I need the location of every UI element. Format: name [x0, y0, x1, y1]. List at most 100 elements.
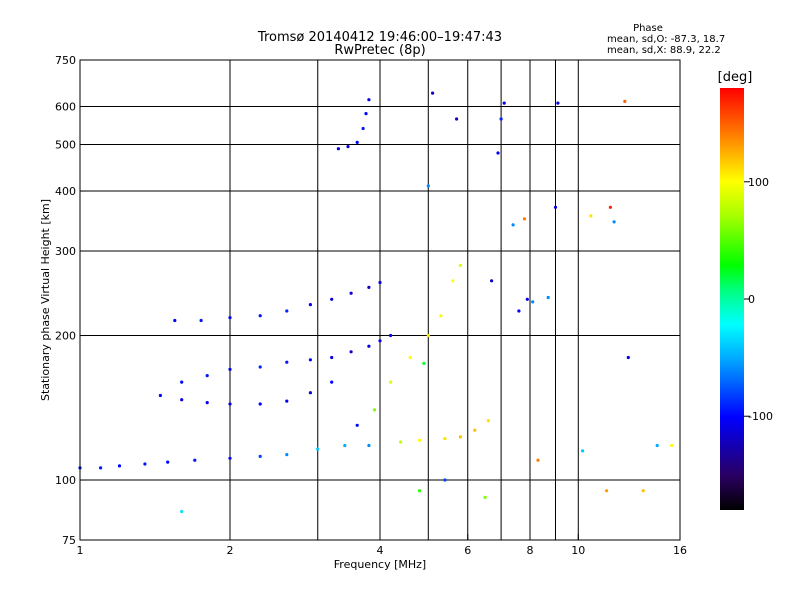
- colorbar-label: [deg]: [718, 70, 753, 85]
- data-point: [367, 344, 371, 348]
- data-point: [522, 217, 527, 221]
- data-point: [258, 454, 262, 458]
- y-tick-label: 300: [55, 245, 76, 258]
- data-point: [517, 309, 521, 313]
- y-tick-label: 75: [62, 534, 76, 547]
- data-point: [285, 309, 289, 313]
- data-point: [258, 402, 262, 406]
- data-point: [499, 117, 503, 121]
- chart-subtitle: RwPretec (8p): [334, 43, 425, 58]
- data-point: [364, 112, 368, 116]
- data-point: [173, 318, 177, 323]
- data-point: [180, 398, 184, 402]
- data-point: [623, 99, 627, 103]
- data-point: [258, 314, 262, 318]
- data-point: [199, 318, 203, 323]
- data-point: [367, 98, 371, 102]
- data-point: [349, 350, 353, 354]
- data-point: [330, 380, 334, 384]
- data-point: [308, 358, 312, 362]
- data-point: [355, 423, 359, 427]
- x-tick-label: 2: [227, 544, 234, 557]
- x-tick-label: 8: [527, 544, 534, 557]
- data-point: [399, 440, 403, 444]
- y-tick-label: 750: [55, 54, 76, 67]
- data-point: [525, 297, 529, 301]
- data-point: [180, 380, 184, 384]
- data-point: [349, 291, 353, 295]
- axis-ticks: 1 2 4 6 8 10 16 75 100 200 300 400 500 600 750: [55, 54, 687, 557]
- data-point: [205, 401, 209, 405]
- data-point: [117, 464, 122, 468]
- data-point: [556, 101, 560, 105]
- data-point: [486, 419, 490, 423]
- data-point: [285, 399, 289, 403]
- data-point: [626, 355, 630, 360]
- data-point: [336, 147, 340, 151]
- data-point: [443, 437, 447, 441]
- data-point: [389, 333, 393, 338]
- data-point: [670, 443, 674, 448]
- data-point: [546, 295, 550, 300]
- chart-title: Tromsø 20140412 19:46:00–19:47:43: [257, 30, 502, 45]
- x-axis-label: Frequency [MHz]: [334, 558, 426, 571]
- data-point: [355, 140, 359, 144]
- data-point: [285, 453, 289, 457]
- data-points: [78, 91, 674, 514]
- y-tick-label: 200: [55, 330, 76, 343]
- y-tick-label: 100: [55, 474, 76, 487]
- data-point: [502, 101, 506, 105]
- data-point: [443, 478, 447, 482]
- data-point: [641, 489, 645, 493]
- x-tick-label: 16: [673, 544, 687, 557]
- data-point: [205, 374, 209, 378]
- stats-heading: Phase: [633, 23, 663, 34]
- data-point: [408, 355, 412, 360]
- data-point: [367, 443, 371, 448]
- data-point: [553, 205, 558, 209]
- data-point: [589, 214, 593, 218]
- data-point: [308, 303, 312, 307]
- y-tick-label: 600: [55, 101, 76, 114]
- data-point: [496, 151, 500, 155]
- colorbar: [720, 88, 744, 510]
- x-tick-label: 6: [464, 544, 471, 557]
- colorbar-ticks: 100 0 -100: [744, 176, 773, 423]
- data-point: [372, 408, 377, 412]
- data-point: [180, 509, 184, 514]
- data-point: [426, 333, 430, 338]
- colorbar-tick-label: 100: [748, 176, 769, 189]
- data-point: [605, 489, 609, 493]
- data-point: [193, 458, 197, 462]
- data-point: [166, 460, 170, 464]
- data-point: [99, 466, 103, 470]
- data-point: [361, 126, 365, 131]
- data-point: [422, 361, 426, 365]
- x-tick-label: 1: [77, 544, 84, 557]
- data-point: [531, 300, 535, 304]
- data-point: [490, 279, 494, 283]
- data-point: [426, 184, 430, 188]
- data-point: [378, 339, 382, 343]
- data-point: [228, 402, 232, 406]
- data-point: [655, 443, 659, 448]
- data-point: [378, 280, 382, 285]
- data-point: [228, 367, 232, 371]
- data-point: [228, 456, 232, 460]
- data-point: [389, 380, 393, 384]
- data-point: [346, 145, 350, 149]
- data-point: [330, 297, 334, 301]
- data-point: [308, 391, 312, 395]
- grid-lines: [80, 60, 680, 540]
- data-point: [608, 205, 613, 209]
- x-tick-label: 4: [377, 544, 384, 557]
- data-point: [458, 263, 462, 267]
- data-point: [158, 393, 162, 398]
- data-point: [581, 449, 585, 453]
- data-point: [228, 316, 232, 320]
- y-axis-label: Stationary phase Virtual Height [km]: [39, 199, 52, 401]
- data-point: [258, 365, 262, 369]
- data-point: [431, 91, 435, 95]
